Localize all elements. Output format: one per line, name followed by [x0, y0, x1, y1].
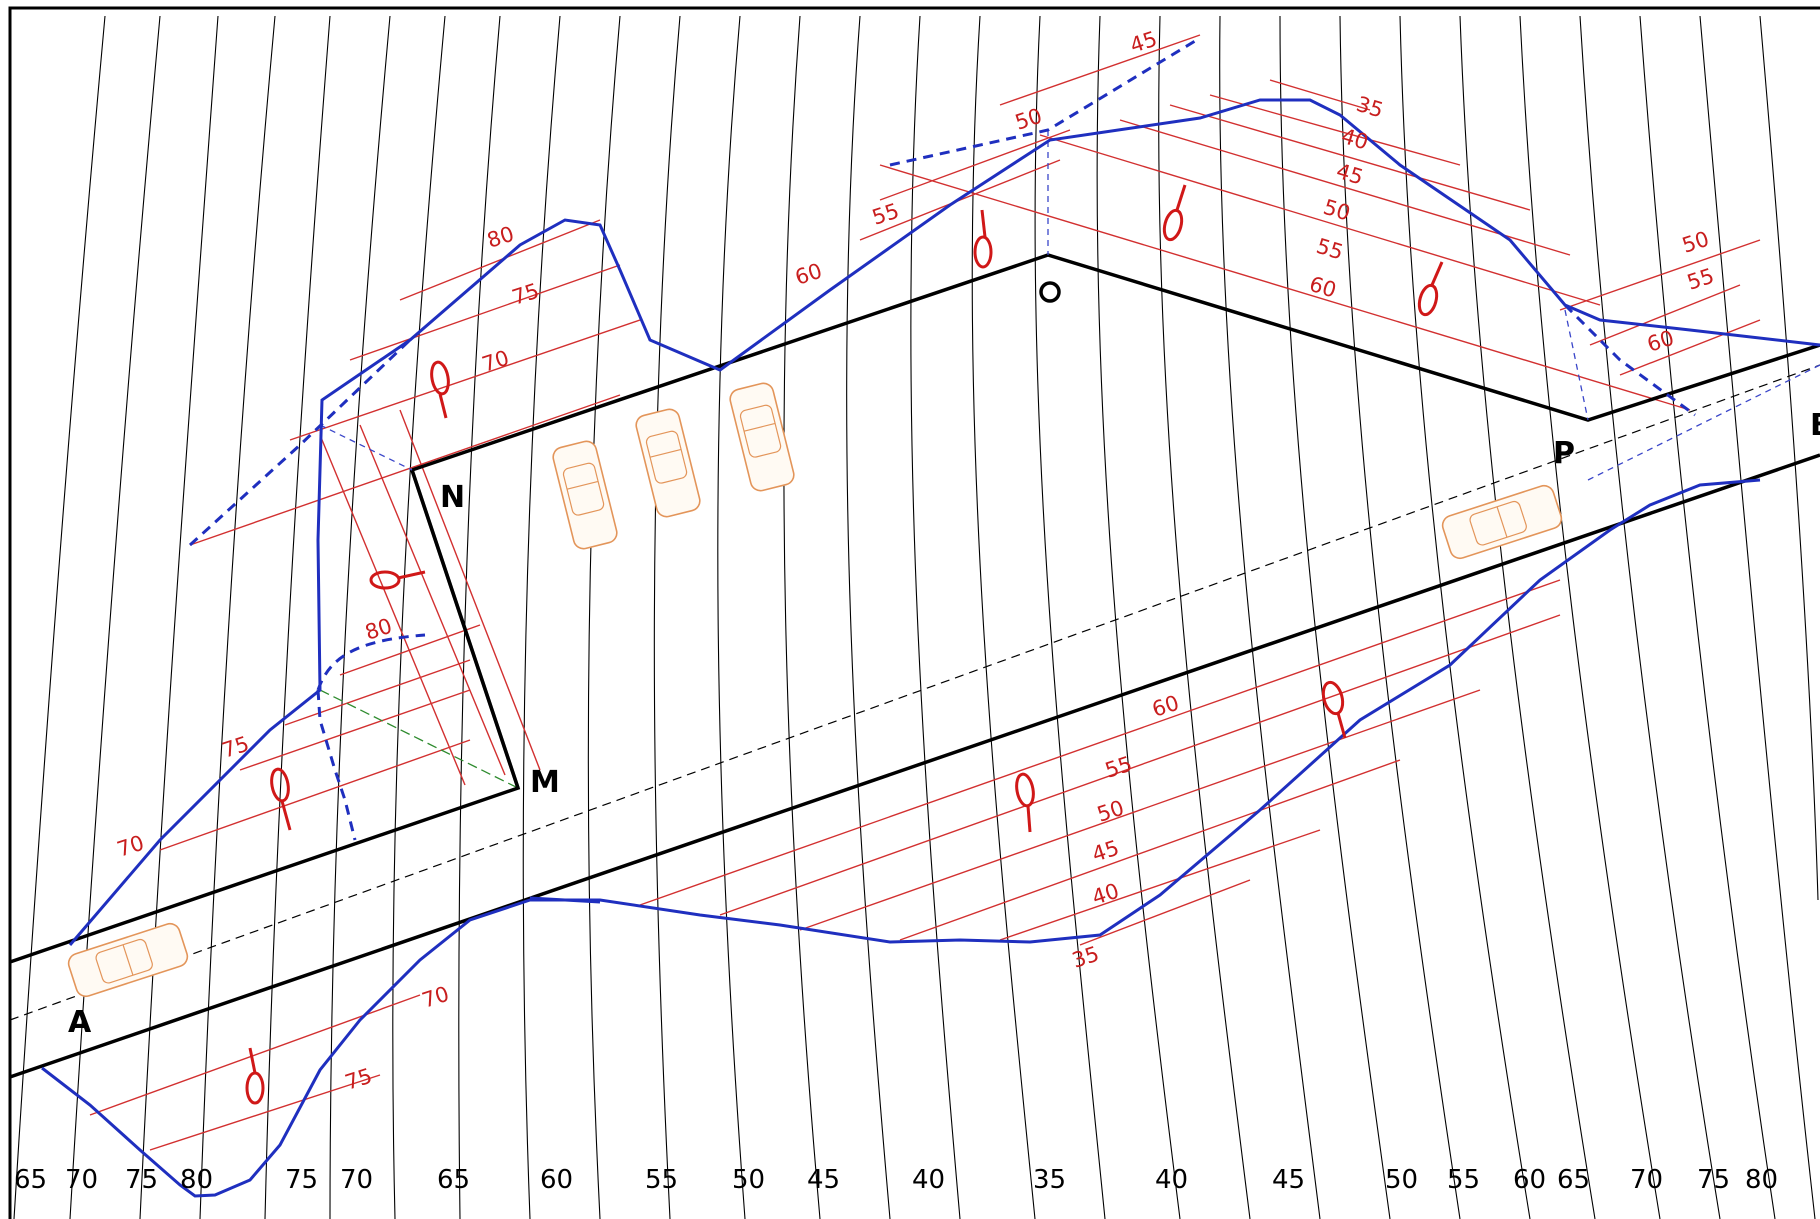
contour-label: 75	[1697, 1165, 1730, 1195]
slope-label: 75	[509, 279, 542, 310]
car	[1441, 484, 1563, 560]
contour-label: 60	[1513, 1165, 1546, 1195]
slope-label: 80	[484, 222, 517, 253]
point-o-marker	[1039, 281, 1061, 303]
boundary-dashed	[188, 36, 1696, 841]
slope-symbol	[1162, 184, 1187, 242]
contour-label: 55	[645, 1165, 678, 1195]
contour-label: 75	[285, 1165, 318, 1195]
contour-label: 40	[1155, 1165, 1188, 1195]
car	[729, 382, 795, 492]
slope-symbol	[245, 1047, 265, 1105]
contour-label: 60	[540, 1165, 573, 1195]
slope-label: 50	[1679, 227, 1712, 258]
slope-label: 45	[1127, 27, 1160, 58]
point-edge-label: B	[1810, 408, 1820, 443]
slope-label: 70	[479, 346, 512, 377]
point-labels: A M N O P B	[68, 408, 1820, 1040]
parked-cars	[67, 382, 1563, 998]
contour-label: 50	[1385, 1165, 1418, 1195]
contour-elevation-labels: 65 70 75 80 75 70 65 60 55 50 45 40 35 4…	[14, 1165, 1778, 1195]
contour-label: 70	[65, 1165, 98, 1195]
car	[635, 408, 701, 518]
earthwork-boundary	[41, 98, 1820, 1198]
contour-label: 80	[180, 1165, 213, 1195]
contour-label: 35	[1033, 1165, 1066, 1195]
slope-hatching	[89, 34, 1761, 1151]
slope-label: 35	[1354, 92, 1387, 123]
contour-label: 75	[125, 1165, 158, 1195]
car	[67, 922, 189, 998]
slope-symbol	[270, 767, 292, 831]
car	[552, 440, 618, 550]
slope-label: 40	[1089, 879, 1122, 910]
contour-label: 65	[1557, 1165, 1590, 1195]
slope-label: 60	[792, 259, 825, 290]
contour-label: 65	[14, 1165, 47, 1195]
offset-guides	[319, 130, 1820, 481]
slope-symbol	[1417, 261, 1444, 317]
slope-label: 50	[1012, 104, 1045, 135]
drawing-frame	[8, 6, 1820, 1219]
contour-lines	[13, 15, 1819, 1219]
slope-label: 60	[1307, 272, 1340, 303]
slope-label: 75	[219, 732, 252, 763]
slope-symbol	[1321, 680, 1347, 739]
slope-label: 70	[114, 831, 147, 862]
slope-symbol	[430, 360, 450, 419]
slope-label: 35	[1069, 942, 1102, 973]
slope-label: 55	[1314, 234, 1347, 265]
slope-symbol	[1015, 772, 1035, 833]
contour-label: 55	[1447, 1165, 1480, 1195]
slope-markers	[245, 184, 1444, 1105]
contour-label: 70	[1630, 1165, 1663, 1195]
slope-symbol	[369, 570, 426, 590]
slope-label: 50	[1094, 796, 1127, 827]
slope-label: 55	[1684, 264, 1717, 295]
contour-label: 70	[340, 1165, 373, 1195]
slope-label: 60	[1644, 326, 1677, 357]
slope-symbol	[973, 209, 993, 269]
point-a-label: A	[68, 1005, 92, 1040]
contour-label: 65	[437, 1165, 470, 1195]
construction-line	[319, 689, 519, 789]
contour-label: 50	[732, 1165, 765, 1195]
point-p-label: P	[1553, 436, 1575, 471]
slope-label: 75	[342, 1064, 375, 1095]
contour-label: 45	[807, 1165, 840, 1195]
road-alignment	[9, 253, 1820, 1079]
slope-label: 60	[1149, 691, 1182, 722]
slope-label: 70	[419, 982, 452, 1013]
contour-label: 40	[912, 1165, 945, 1195]
contour-label: 80	[1745, 1165, 1778, 1195]
contour-label: 45	[1272, 1165, 1305, 1195]
point-m-label: M	[530, 765, 560, 800]
point-n-label: N	[440, 480, 465, 515]
